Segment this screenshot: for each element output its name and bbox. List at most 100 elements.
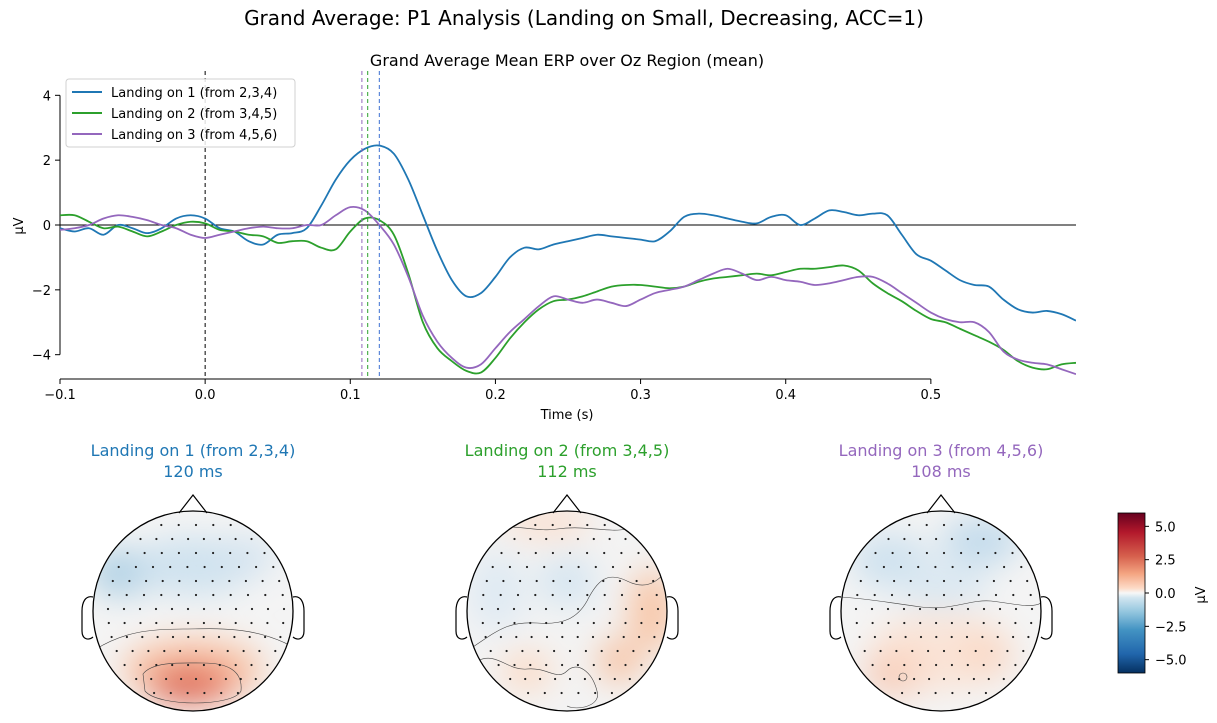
sensor-dot bbox=[919, 537, 922, 541]
sensor-dot bbox=[942, 579, 946, 583]
colorbar-gradient bbox=[1117, 512, 1146, 674]
sensor-dot bbox=[925, 523, 928, 527]
sensor-dot bbox=[960, 523, 963, 527]
sensor-dot bbox=[959, 579, 962, 583]
sensor-dot bbox=[913, 677, 916, 681]
sensor-dot bbox=[996, 635, 999, 639]
sensor-dot bbox=[551, 523, 554, 527]
sensor-dot bbox=[935, 621, 938, 625]
sensor-dot bbox=[266, 663, 269, 667]
sensor-dot bbox=[603, 523, 606, 527]
topomap-title-3: Landing on 3 (from 4,5,6) bbox=[839, 441, 1044, 460]
sensor-dot bbox=[966, 537, 969, 541]
sensor-dot bbox=[640, 607, 644, 611]
sensor-dot bbox=[858, 635, 861, 639]
sensor-dot bbox=[500, 551, 503, 555]
sensor-dot bbox=[517, 551, 520, 555]
sensor-dot bbox=[142, 593, 146, 597]
sensor-dot bbox=[537, 649, 540, 653]
sensor-dot bbox=[960, 593, 963, 597]
sensor-dot bbox=[608, 537, 611, 541]
sensor-dot bbox=[139, 621, 142, 625]
sensor-dot bbox=[1009, 579, 1012, 583]
sensor-dot bbox=[220, 565, 223, 569]
sensor-dot bbox=[545, 621, 548, 625]
sensor-dot bbox=[169, 565, 172, 569]
sensor-dot bbox=[994, 551, 997, 555]
sensor-dot bbox=[496, 607, 500, 611]
sensor-dot bbox=[950, 607, 954, 611]
sensor-dot bbox=[246, 593, 250, 597]
sensor-dot bbox=[212, 551, 215, 555]
sensor-dot bbox=[187, 537, 190, 541]
sensor-dot bbox=[942, 593, 946, 597]
sensor-dot bbox=[545, 663, 548, 667]
sensor-dot bbox=[123, 663, 126, 667]
sensor-dot bbox=[151, 565, 155, 569]
sensor-dot bbox=[620, 593, 624, 597]
sensor-dot bbox=[895, 649, 898, 653]
sensor-dot bbox=[957, 677, 960, 681]
sensor-dot bbox=[499, 593, 502, 597]
sensor-dot bbox=[882, 565, 885, 569]
sensor-dot bbox=[202, 607, 206, 611]
sensor-dot bbox=[568, 579, 572, 583]
sensor-dot bbox=[893, 579, 896, 583]
sensor-dot bbox=[577, 691, 580, 695]
sensor-dot bbox=[171, 663, 174, 667]
sensor-dot bbox=[1002, 677, 1005, 681]
topomap-1 bbox=[81, 494, 305, 712]
sensor-dot bbox=[934, 691, 937, 695]
sensor-dot bbox=[603, 551, 606, 555]
sensor-dot bbox=[194, 677, 198, 681]
sensor-dot bbox=[594, 691, 597, 695]
sensor-dot bbox=[942, 649, 946, 653]
sensor-dot bbox=[250, 663, 253, 667]
sensor-dot bbox=[177, 593, 180, 597]
sensor-dot bbox=[992, 579, 995, 583]
sensor-dot bbox=[984, 691, 987, 695]
sensor-dot bbox=[926, 579, 929, 583]
sensor-dot bbox=[586, 523, 589, 527]
sensor-dot bbox=[524, 677, 527, 681]
sensor-dot bbox=[655, 593, 658, 597]
sensor-dot bbox=[560, 691, 563, 695]
topomap-time-2: 112 ms bbox=[537, 462, 597, 481]
sensor-dot bbox=[925, 551, 928, 555]
sensor-dot bbox=[624, 537, 627, 541]
sensor-dot bbox=[218, 607, 222, 611]
sensor-dot bbox=[530, 635, 533, 639]
sensor-dot bbox=[960, 551, 963, 555]
sensor-dot bbox=[212, 523, 215, 527]
sensor-dot bbox=[106, 607, 110, 611]
sensor-dot bbox=[904, 635, 907, 639]
sensor-dot bbox=[640, 663, 643, 667]
sensor-dot bbox=[234, 663, 237, 667]
sensor-dot bbox=[982, 621, 985, 625]
sensor-dot bbox=[160, 593, 163, 597]
sensor-dot bbox=[1011, 551, 1014, 555]
sensor-dot bbox=[1022, 649, 1025, 653]
sensor-dot bbox=[1003, 565, 1006, 569]
sensor-dot bbox=[107, 621, 110, 625]
sensor-dot bbox=[925, 593, 928, 597]
sensor-dot bbox=[898, 677, 901, 681]
sensor-dot bbox=[534, 551, 537, 555]
sensor-dot bbox=[998, 537, 1001, 541]
x-tick-label: 0.3 bbox=[630, 388, 651, 403]
sensor-dot bbox=[203, 565, 206, 569]
erp-title: Grand Average Mean ERP over Oz Region (m… bbox=[370, 51, 764, 70]
sensor-dot bbox=[266, 621, 269, 625]
sensor-dot bbox=[1026, 579, 1029, 583]
sensor-dot bbox=[592, 663, 595, 667]
sensor-dot bbox=[561, 635, 564, 639]
sensor-dot bbox=[966, 607, 970, 611]
sensor-dot bbox=[616, 649, 619, 653]
sensor-dot bbox=[545, 537, 548, 541]
sensor-dot bbox=[115, 649, 118, 653]
sensor-dot bbox=[508, 565, 511, 569]
sensor-dot bbox=[246, 551, 249, 555]
sensor-dot bbox=[186, 565, 189, 569]
topomap-titles: Landing on 1 (from 2,3,4) 120 ms Landing… bbox=[91, 441, 1044, 481]
sensor-dot bbox=[529, 663, 532, 667]
